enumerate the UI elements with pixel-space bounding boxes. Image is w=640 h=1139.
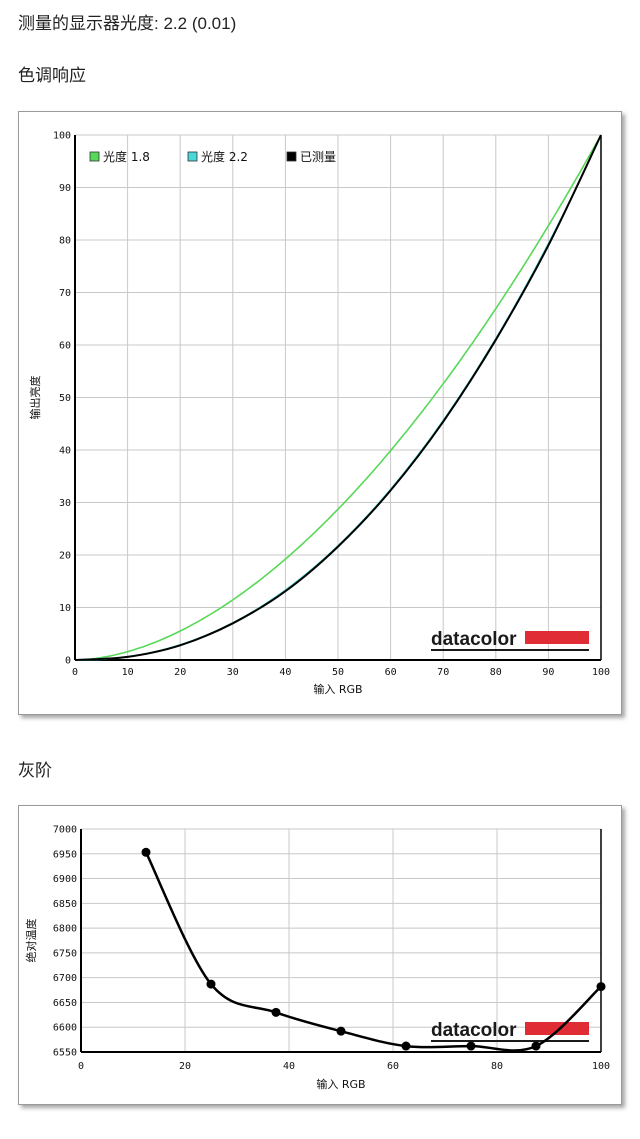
y-tick-label: 60: [59, 341, 71, 352]
x-tick-label: 100: [592, 1061, 610, 1072]
data-point: [271, 1007, 281, 1017]
grayscale-svg: 6550 6600 6650 6700 6750 6800 6850 6900 6950 7000…: [24, 825, 610, 1092]
y-tick-label: 6900: [53, 874, 77, 885]
y-tick-label: 6800: [53, 924, 77, 935]
x-tick-label: 20: [179, 1061, 191, 1072]
x-tick-label: 60: [385, 667, 397, 678]
x-tick-label: 100: [592, 667, 610, 678]
x-tick-label: 30: [227, 667, 239, 678]
y-tick-label: 6950: [53, 849, 77, 860]
x-tick-label: 0: [72, 667, 78, 678]
y-tick-label: 100: [53, 131, 71, 142]
series-line-1: [144, 851, 602, 1052]
legend-label: 光度 2.2: [201, 149, 248, 164]
tone-response-heading: 色调响应: [18, 66, 86, 85]
data-point: [206, 979, 216, 989]
y-tick-label: 6650: [53, 998, 77, 1009]
x-tick-label: 60: [387, 1061, 399, 1072]
data-point: [466, 1041, 476, 1051]
x-tick-label: 90: [542, 667, 554, 678]
legend-swatch: [187, 151, 198, 162]
y-tick-label: 80: [59, 236, 71, 247]
tone-response-chart: 0 10 20 30 40 50 60 70 80 90 100 0 10 20 30 40 50 60 70 80 9…: [18, 111, 622, 715]
x-tick-label: 80: [491, 1061, 503, 1072]
y-tick-label: 6750: [53, 948, 77, 959]
x-tick-label: 40: [279, 667, 291, 678]
measured-gamma-value: 2.2 (0.01): [163, 14, 237, 33]
x-tick-label: 70: [437, 667, 449, 678]
y-tick-label: 70: [59, 288, 71, 299]
measured-gamma-line: 测量的显示器光度: 2.2 (0.01): [18, 9, 236, 34]
grayscale-heading: 灰阶: [18, 761, 52, 780]
data-point: [531, 1041, 541, 1051]
tone-response-svg: 0 10 20 30 40 50 60 70 80 90 100 0 10 20 30 40 50 60 70 80 9…: [28, 131, 610, 697]
y-tick-label: 6700: [53, 973, 77, 984]
y-tick-label: 90: [59, 183, 71, 194]
y-tick-label: 7000: [53, 825, 77, 836]
series-line-3: [74, 134, 602, 661]
legend-swatch: [89, 151, 100, 162]
measured-gamma-label: 测量的显示器光度:: [18, 14, 159, 33]
data-point: [336, 1026, 346, 1036]
series-line-1: [74, 134, 602, 661]
y-tick-label: 30: [59, 498, 71, 509]
y-tick-label: 0: [65, 656, 71, 667]
data-point: [596, 982, 606, 992]
legend-swatch: [286, 151, 297, 162]
y-tick-label: 40: [59, 446, 71, 457]
legend-label: 光度 1.8: [103, 149, 150, 164]
x-tick-label: 0: [78, 1061, 84, 1072]
datacolor-logo-bar: [525, 631, 589, 644]
x-tick-label: 80: [490, 667, 502, 678]
y-tick-label: 50: [59, 393, 71, 404]
datacolor-logo-text: datacolor: [431, 629, 517, 650]
datacolor-logo-bar: [525, 1022, 589, 1035]
data-point: [401, 1041, 411, 1051]
x-tick-label: 40: [283, 1061, 295, 1072]
y-tick-label: 10: [59, 603, 71, 614]
x-axis-label: 输入 RGB: [316, 1077, 365, 1091]
y-tick-label: 6600: [53, 1023, 77, 1034]
x-tick-label: 50: [332, 667, 344, 678]
legend-label: 已测量: [300, 150, 336, 164]
y-axis-label: 输出亮度: [28, 376, 42, 420]
x-axis-label: 输入 RGB: [313, 682, 362, 696]
datacolor-logo-text: datacolor: [431, 1020, 517, 1041]
x-tick-label: 20: [174, 667, 186, 678]
x-tick-label: 10: [122, 667, 134, 678]
y-axis-label: 绝对温度: [24, 919, 38, 963]
y-tick-label: 6850: [53, 899, 77, 910]
data-point: [141, 847, 151, 857]
y-tick-label: 20: [59, 551, 71, 562]
y-tick-label: 6550: [53, 1048, 77, 1059]
grayscale-chart: 6550 6600 6650 6700 6750 6800 6850 6900 6950 7000…: [18, 805, 622, 1105]
